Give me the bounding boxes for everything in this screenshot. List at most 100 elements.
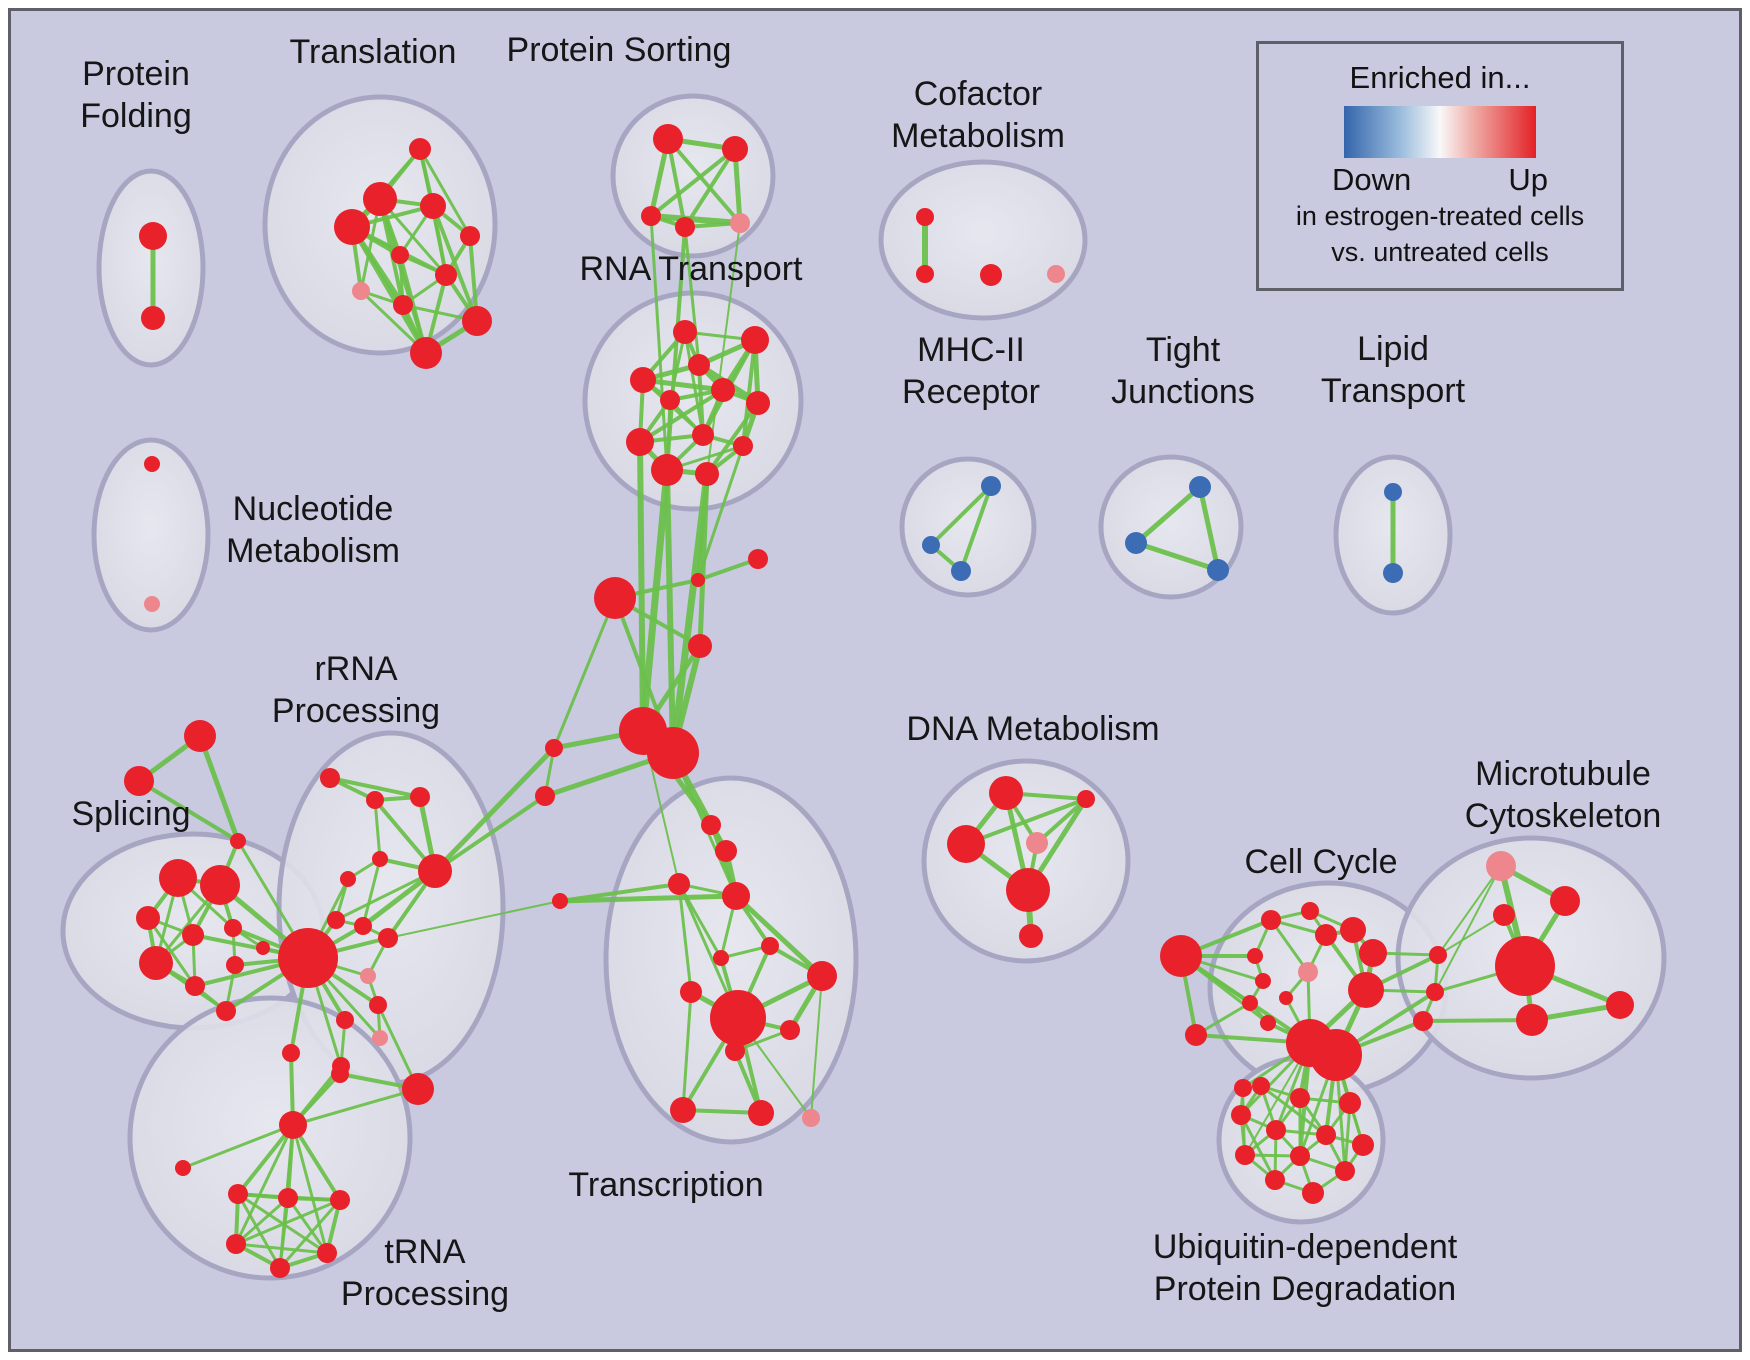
legend-caption-line2: vs. untreated cells: [1331, 237, 1549, 267]
network-edge: [1133, 484, 1203, 546]
gene-set-node: [1255, 973, 1271, 989]
gene-set-node: [535, 786, 555, 806]
gene-set-node: [1316, 1125, 1336, 1145]
gene-set-node: [1486, 851, 1516, 881]
gene-set-node: [630, 367, 656, 393]
cluster-label-translation: Translation: [290, 33, 457, 71]
cluster-label-protein-folding: Protein Folding: [80, 55, 192, 135]
gene-set-node: [1252, 1077, 1270, 1095]
gene-set-node: [802, 1109, 820, 1127]
gene-set-node: [688, 354, 710, 376]
cluster-label-ubiquitin-degradation: Ubiquitin-dependent Protein Degradation: [1153, 1228, 1458, 1308]
network-edge: [810, 975, 823, 1119]
gene-set-node: [144, 596, 160, 612]
gene-set-node: [730, 213, 750, 233]
network-edge: [683, 147, 737, 229]
network-edge: [234, 1198, 342, 1246]
gene-set-node: [366, 791, 384, 809]
cluster-label-dna-metabolism: DNA Metabolism: [906, 710, 1159, 748]
gene-set-node: [1247, 948, 1263, 964]
cluster-ellipse-mhc-ii-receptor: [899, 456, 1037, 598]
network-edge: [666, 137, 742, 225]
network-edge: [291, 1123, 329, 1255]
gene-set-node: [947, 825, 985, 863]
gene-set-node: [402, 1073, 434, 1105]
gene-set-node: [1606, 991, 1634, 1019]
network-edge: [681, 990, 693, 1112]
gene-set-node: [725, 1041, 745, 1061]
gene-set-node: [922, 536, 940, 554]
gene-set-node: [139, 222, 167, 250]
gene-set-node: [1006, 868, 1050, 912]
gene-set-node: [141, 306, 165, 330]
cluster-ellipse-translation: [262, 94, 498, 356]
network-edge: [1437, 914, 1505, 956]
gene-set-node: [175, 1160, 191, 1176]
gene-set-node: [185, 976, 205, 996]
network-edge: [328, 776, 422, 799]
gene-set-node: [626, 428, 654, 456]
gene-set-node: [1359, 939, 1387, 967]
cluster-ellipse-trna-processing: [127, 995, 413, 1281]
network-edge: [1133, 540, 1221, 573]
gene-set-node: [1265, 1170, 1285, 1190]
gene-set-node: [1207, 559, 1229, 581]
gene-set-node: [278, 928, 338, 988]
gene-set-node: [460, 226, 480, 246]
network-edge: [234, 1242, 329, 1255]
gene-set-node: [989, 776, 1023, 810]
cluster-label-protein-sorting: Protein Sorting: [507, 31, 732, 69]
gene-set-node: [1383, 563, 1403, 583]
network-figure: Protein Folding Translation Protein Sorting…: [60, 31, 1667, 1313]
gene-set-node: [1019, 924, 1043, 948]
gene-set-node: [1290, 1146, 1310, 1166]
cluster-label-mhc-ii-receptor: MHC-II Receptor: [902, 331, 1040, 411]
gene-set-node: [320, 768, 340, 788]
gene-set-node: [331, 1065, 349, 1083]
cluster-ellipse-cofactor-metabolism: [878, 159, 1088, 321]
network-edge: [278, 1196, 290, 1270]
gene-set-node: [1298, 962, 1318, 982]
legend-scale-labels: Down Up: [1332, 162, 1548, 198]
gene-set-node: [1231, 1105, 1251, 1125]
gene-set-node: [653, 124, 683, 154]
network-edge: [278, 1198, 342, 1270]
network-edge: [197, 733, 241, 844]
network-edge: [552, 596, 617, 750]
gene-set-node: [279, 1111, 307, 1139]
gene-set-node: [136, 906, 160, 930]
cluster-label-cofactor-metabolism: Cofactor Metabolism: [891, 75, 1065, 155]
network-edge: [683, 225, 701, 367]
gene-set-node: [144, 456, 160, 472]
network-edge: [683, 330, 705, 437]
gene-set-node: [1413, 1011, 1433, 1031]
gene-set-node: [1260, 1015, 1276, 1031]
network-edge: [733, 893, 825, 979]
cluster-label-splicing: Splicing: [71, 795, 190, 833]
network-edge: [236, 1123, 295, 1196]
network-edge: [1421, 1018, 1534, 1023]
gene-set-node: [981, 476, 1001, 496]
gene-set-node: [713, 950, 729, 966]
gene-set-node: [733, 436, 753, 456]
network-edge: [557, 893, 739, 904]
network-edge: [964, 797, 1088, 846]
cluster-label-rna-transport: RNA Transport: [580, 250, 804, 288]
network-edge: [696, 444, 745, 582]
gene-set-node: [1125, 532, 1147, 554]
network-edge: [433, 794, 547, 873]
gene-set-node: [410, 337, 442, 369]
gene-set-node: [647, 727, 699, 779]
gene-set-node: [216, 1001, 236, 1021]
gene-set-node: [1495, 936, 1555, 996]
gene-set-node: [184, 720, 216, 752]
gene-set-node: [807, 961, 837, 991]
gene-set-node: [1339, 1092, 1361, 1114]
cluster-label-rrna-processing: rRNA Processing: [272, 650, 440, 730]
network-edge: [1197, 484, 1221, 573]
legend-gradient-bar: [1344, 106, 1536, 158]
gene-set-node: [1235, 1145, 1255, 1165]
gene-set-node: [715, 840, 737, 862]
network-edge: [334, 869, 437, 922]
network-edge: [959, 484, 993, 573]
